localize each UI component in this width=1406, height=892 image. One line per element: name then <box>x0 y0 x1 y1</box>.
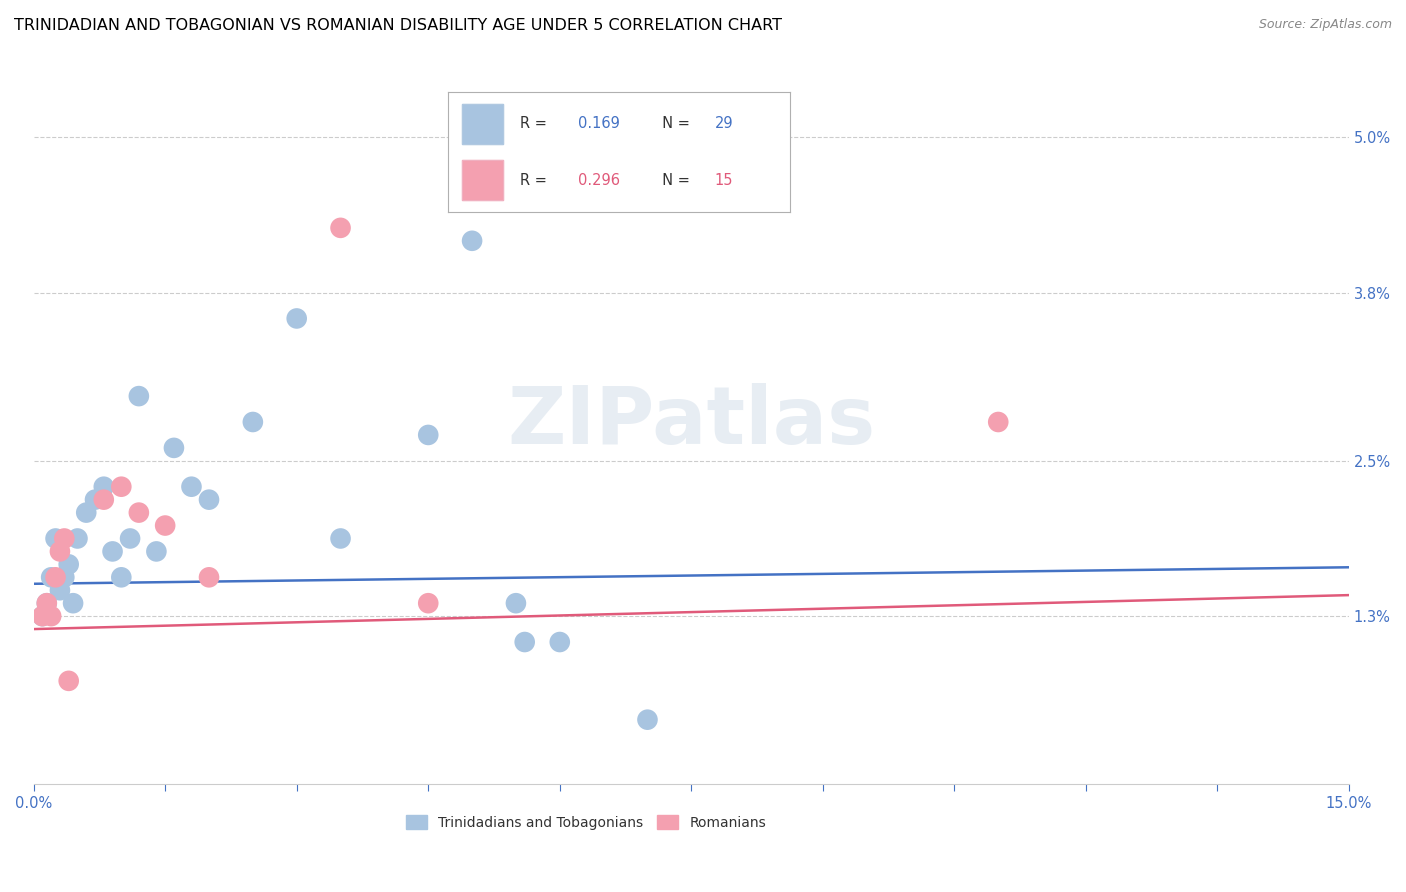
Point <box>120 532 142 546</box>
Point <box>198 570 221 584</box>
Point <box>75 506 97 520</box>
Point <box>31 609 53 624</box>
Point <box>513 635 536 649</box>
Point <box>198 492 221 507</box>
Point <box>180 480 202 494</box>
Point <box>66 532 89 546</box>
Point <box>84 492 107 507</box>
Point <box>461 234 484 248</box>
Point <box>49 583 72 598</box>
Point <box>505 596 527 610</box>
Point <box>110 570 132 584</box>
Point <box>58 558 80 572</box>
Point <box>548 635 571 649</box>
Point <box>53 570 76 584</box>
Point <box>285 311 308 326</box>
Point <box>987 415 1010 429</box>
Point <box>45 532 67 546</box>
Text: Source: ZipAtlas.com: Source: ZipAtlas.com <box>1258 18 1392 31</box>
Point <box>128 389 150 403</box>
Point <box>329 220 352 235</box>
Point <box>35 596 58 610</box>
Point <box>62 596 84 610</box>
Text: ZIPatlas: ZIPatlas <box>508 383 876 461</box>
Point <box>418 596 440 610</box>
Point <box>93 492 115 507</box>
Point <box>35 596 58 610</box>
Point <box>637 713 659 727</box>
Point <box>128 506 150 520</box>
Text: TRINIDADIAN AND TOBAGONIAN VS ROMANIAN DISABILITY AGE UNDER 5 CORRELATION CHART: TRINIDADIAN AND TOBAGONIAN VS ROMANIAN D… <box>14 18 782 33</box>
Point <box>242 415 264 429</box>
Point <box>329 532 352 546</box>
Point <box>53 532 76 546</box>
Point <box>39 609 62 624</box>
Point <box>418 428 440 442</box>
Point <box>45 570 67 584</box>
Point <box>153 518 176 533</box>
Point <box>49 544 72 558</box>
Point <box>93 480 115 494</box>
Point <box>110 480 132 494</box>
Point <box>31 609 53 624</box>
Legend: Trinidadians and Tobagonians, Romanians: Trinidadians and Tobagonians, Romanians <box>401 810 772 836</box>
Point <box>101 544 124 558</box>
Point <box>39 570 62 584</box>
Point <box>163 441 186 455</box>
Point <box>145 544 167 558</box>
Point <box>58 673 80 688</box>
